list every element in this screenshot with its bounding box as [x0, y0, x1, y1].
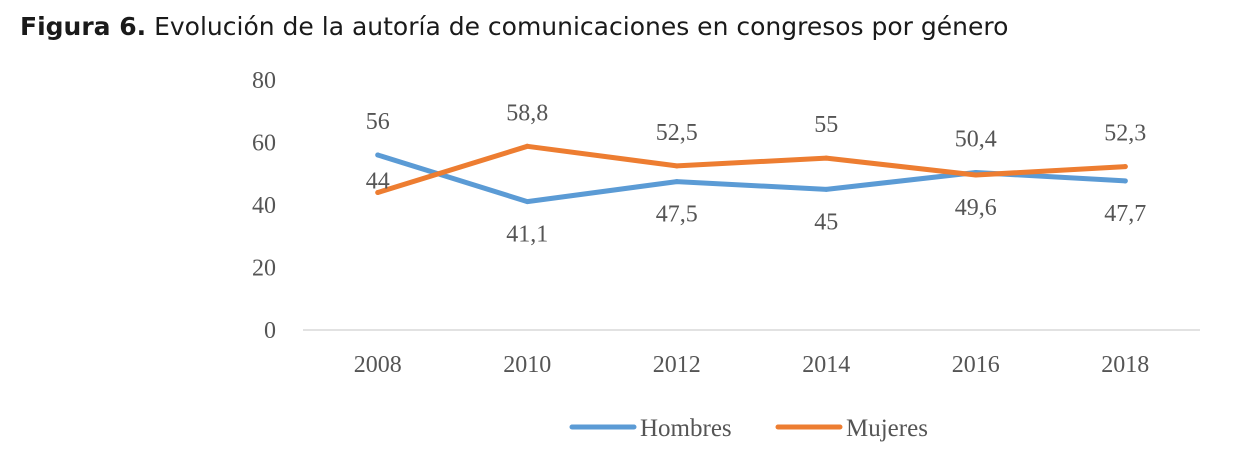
data-point	[1122, 178, 1128, 184]
data-point	[823, 155, 829, 161]
data-label: 50,4	[955, 127, 997, 153]
axis-layer: 0 20 40 60 80 2008 2010 2012 2014 2016 2018	[252, 68, 1200, 378]
x-tick-label: 2014	[802, 352, 850, 378]
data-point	[375, 152, 381, 158]
data-point	[823, 186, 829, 192]
data-label: 56	[366, 109, 390, 135]
data-label: 41,1	[506, 222, 548, 248]
data-label-layer: 56 41,1 47,5 45 50,4 47,7 44 58,8 52,5 55 49,6 52,3	[366, 100, 1147, 247]
data-label: 55	[814, 112, 838, 138]
data-point	[674, 163, 680, 169]
data-label: 58,8	[506, 100, 548, 126]
figure-title: Evolución de la autoría de comunicacione…	[154, 12, 1009, 41]
x-tick-label: 2010	[503, 352, 551, 378]
data-point	[674, 179, 680, 185]
data-label: 52,5	[656, 120, 698, 146]
series-line-mujeres	[375, 143, 1128, 195]
y-tick-label: 20	[252, 256, 276, 282]
x-tick-label: 2012	[653, 352, 701, 378]
data-label: 49,6	[955, 195, 997, 221]
y-tick-label: 60	[252, 131, 276, 157]
data-label: 44	[366, 169, 390, 195]
data-point	[1122, 164, 1128, 170]
data-point	[375, 190, 381, 195]
data-label: 52,3	[1104, 121, 1146, 147]
y-tick-label: 80	[252, 68, 276, 94]
legend-label: Hombres	[640, 415, 732, 442]
data-label: 47,7	[1104, 201, 1146, 227]
data-point	[524, 199, 530, 205]
figure-caption: Figura 6. Evolución de la autoría de com…	[20, 12, 1008, 41]
figure-label: Figura 6.	[20, 12, 147, 41]
y-tick-label: 0	[264, 318, 276, 344]
x-tick-label: 2018	[1101, 352, 1149, 378]
data-point	[973, 172, 979, 178]
data-point	[524, 143, 530, 149]
series-layer	[375, 143, 1128, 205]
x-tick-label: 2016	[952, 352, 1000, 378]
x-tick-label: 2008	[354, 352, 402, 378]
legend-label: Mujeres	[846, 415, 928, 442]
data-label: 45	[814, 209, 838, 235]
legend: Hombres Mujeres	[569, 415, 928, 442]
y-tick-label: 40	[252, 193, 276, 219]
data-label: 47,5	[656, 202, 698, 228]
